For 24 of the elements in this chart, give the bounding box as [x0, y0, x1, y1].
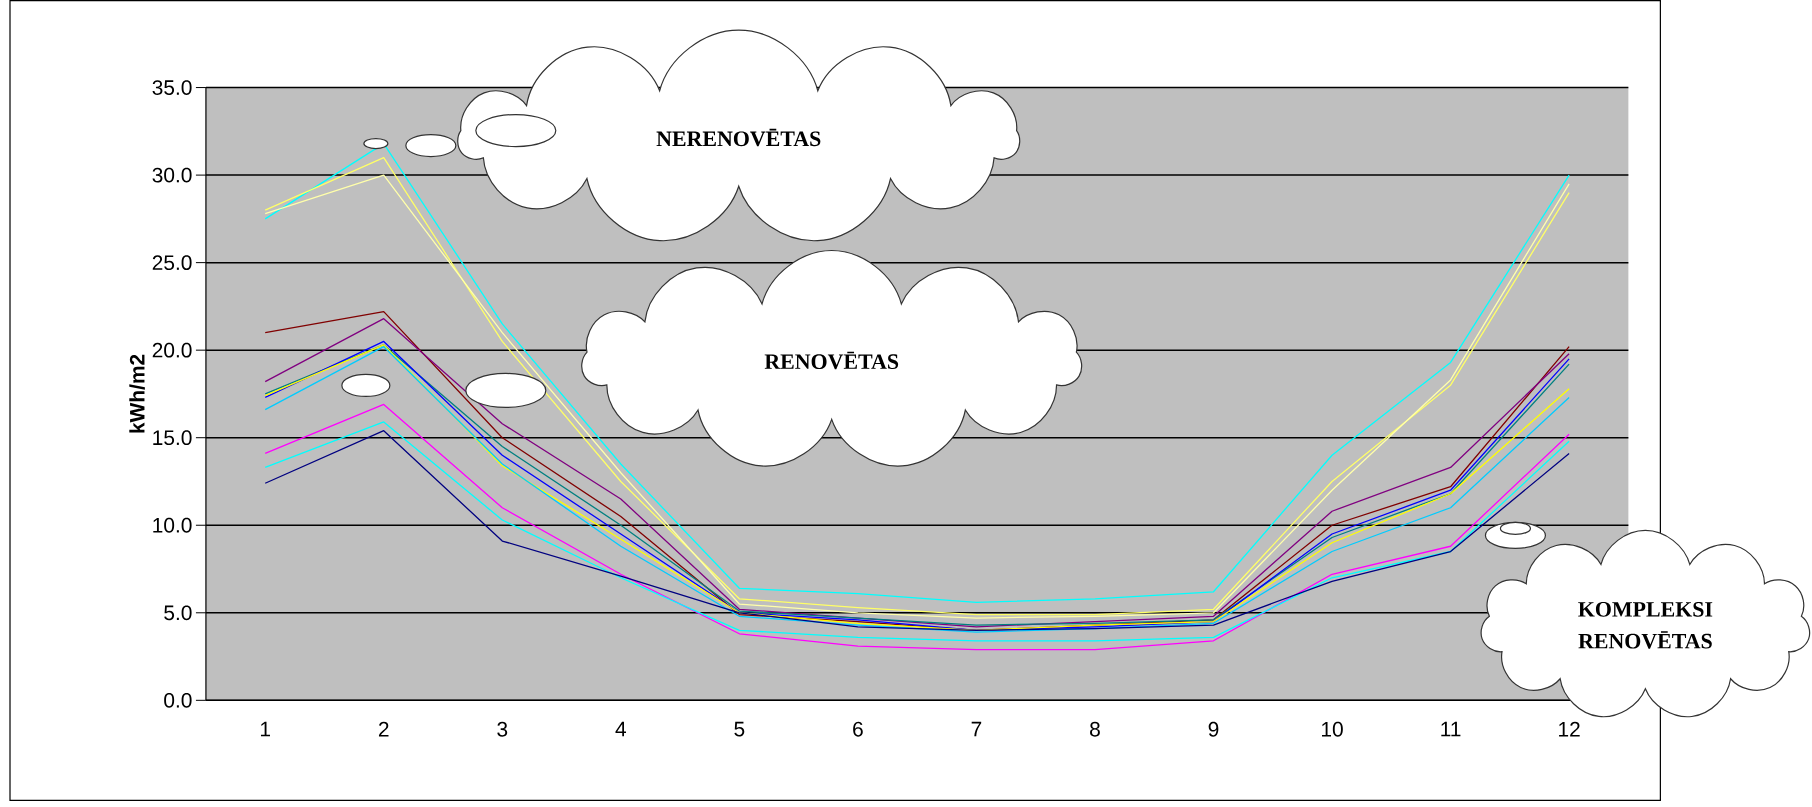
y-tick-label: 0.0 — [164, 692, 192, 708]
x-tick-label: 1 — [260, 721, 270, 737]
y-tick-label: 5.0 — [164, 605, 192, 621]
x-tick-label: 2 — [378, 721, 389, 737]
y-tick-label: 35.0 — [152, 80, 192, 95]
x-tick-label: 10 — [1322, 721, 1343, 737]
y-axis-title: kWh/m2 — [129, 354, 145, 433]
y-tick-label: 10.0 — [153, 517, 192, 533]
annotation: NERENOVĒTAS — [656, 128, 821, 147]
x-tick-label: 9 — [1208, 721, 1219, 737]
x-tick-label: 12 — [1559, 721, 1580, 737]
x-tick-label: 7 — [971, 721, 982, 737]
y-tick-label: 30.0 — [152, 167, 192, 183]
annotation: RENOVĒTAS — [764, 351, 899, 370]
annotation: KOMPLEKSI RENOVĒTAS — [1578, 601, 1713, 649]
x-tick-label: 4 — [615, 721, 627, 737]
x-tick-label: 6 — [853, 721, 863, 737]
x-tick-label: 5 — [734, 721, 745, 737]
x-tick-label: 8 — [1090, 721, 1100, 737]
x-tick-label: 3 — [497, 721, 508, 737]
y-tick-label: 25.0 — [152, 255, 192, 270]
y-tick-label: 15.0 — [153, 430, 192, 445]
y-tick-label: 20.0 — [152, 342, 192, 358]
x-tick-label: 11 — [1441, 721, 1461, 737]
